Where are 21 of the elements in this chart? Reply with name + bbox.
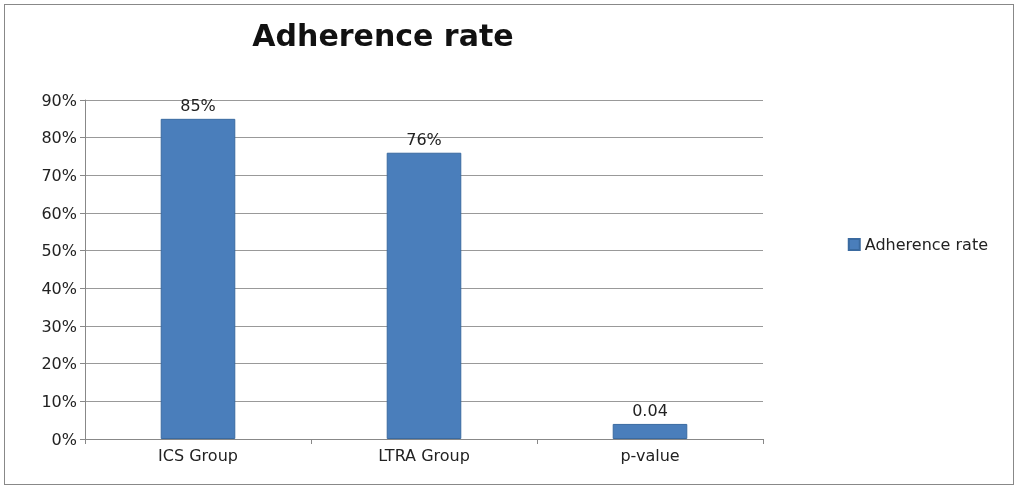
y-tick-label: 60% bbox=[41, 203, 77, 223]
y-tick-label: 10% bbox=[41, 391, 77, 411]
chart-title: Adherence rate bbox=[252, 17, 514, 53]
y-tick-label: 70% bbox=[41, 165, 77, 185]
data-label: 85% bbox=[180, 96, 216, 116]
y-tick-label: 80% bbox=[41, 128, 77, 148]
bar bbox=[160, 118, 236, 439]
legend-label: Adherence rate bbox=[864, 235, 989, 254]
x-tick-label: p-value bbox=[620, 445, 680, 465]
y-tick-label: 20% bbox=[41, 354, 77, 374]
y-tick-label: 50% bbox=[41, 241, 77, 261]
y-tick-label: 90% bbox=[41, 90, 77, 110]
data-label: 0.04 bbox=[632, 401, 668, 421]
y-tick-label: 0% bbox=[51, 429, 77, 449]
data-label: 76% bbox=[406, 130, 442, 150]
y-tick-label: 40% bbox=[41, 278, 77, 298]
x-tick-label: ICS Group bbox=[158, 445, 238, 465]
bar bbox=[612, 423, 688, 439]
x-tick-label: LTRA Group bbox=[378, 445, 470, 465]
bar bbox=[386, 152, 462, 439]
y-tick-label: 30% bbox=[41, 316, 77, 336]
